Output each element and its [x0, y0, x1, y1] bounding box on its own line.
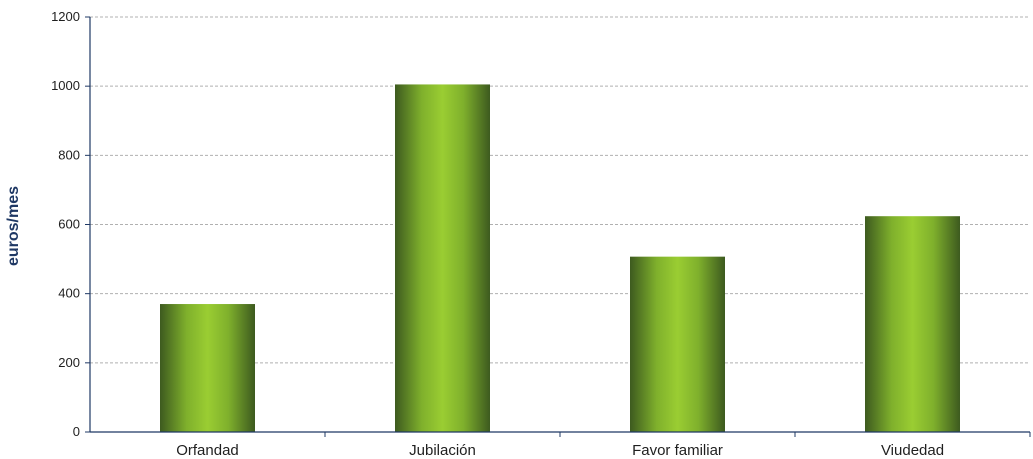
x-tick-label: Orfandad: [176, 442, 239, 459]
y-tick-label: 600: [58, 217, 80, 232]
tick-labels: 0 200 400 600 800 1000 1200 Orfandad Jubilación F…: [51, 9, 944, 459]
bars: [160, 84, 960, 432]
x-tick-label: Viudedad: [881, 442, 944, 459]
x-tick-label: Jubilación: [409, 442, 476, 459]
y-axis-title: euros/mes: [5, 186, 22, 266]
bar-orfandad: [160, 304, 255, 432]
y-tick-label: 800: [58, 147, 80, 162]
axes: [85, 16, 1031, 437]
bar-favor-familiar: [630, 256, 725, 432]
bar-jubilaci-n: [395, 84, 490, 432]
x-tick-label: Favor familiar: [632, 442, 723, 459]
y-tick-label: 400: [58, 286, 80, 301]
y-tick-label: 1200: [51, 9, 80, 24]
y-tick-label: 1000: [51, 78, 80, 93]
gridlines: [90, 16, 1030, 364]
bar-viudedad: [865, 216, 960, 432]
y-tick-label: 200: [58, 355, 80, 370]
y-tick-label: 0: [73, 424, 80, 439]
